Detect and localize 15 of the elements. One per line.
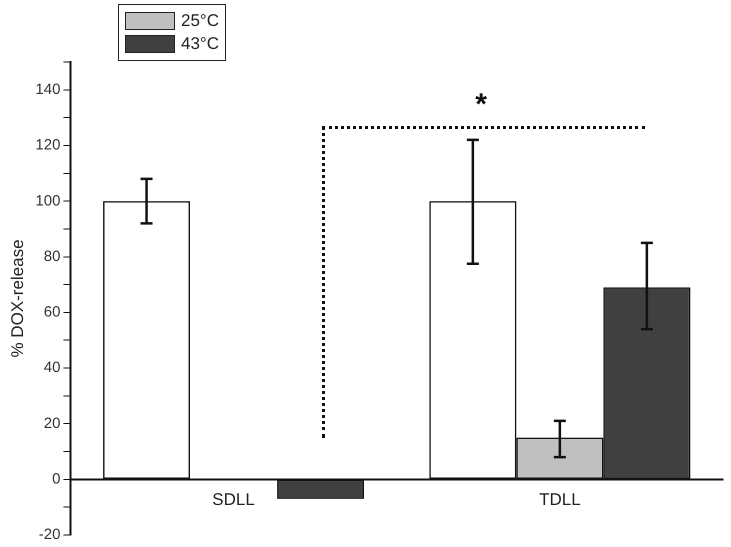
y-tick-label: 60: [44, 304, 60, 321]
y-axis-title: % DOX-release: [8, 239, 27, 358]
y-tick-label: 80: [44, 248, 60, 265]
legend-label: 25°C: [181, 11, 219, 31]
y-tick-label: 0: [52, 470, 60, 488]
y-tick-label: 20: [44, 414, 60, 432]
y-tick-label: 40: [44, 359, 60, 376]
y-tick-label: 100: [35, 192, 60, 210]
x-tick-label: TDLL: [539, 490, 581, 510]
y-tick-label: 140: [35, 80, 60, 98]
y-tick-label: -20: [38, 526, 60, 544]
legend-label: 43°C: [181, 34, 219, 54]
y-tick-label: 120: [35, 136, 60, 154]
x-tick-label: SDLL: [212, 490, 255, 510]
annotation: *: [475, 88, 487, 122]
